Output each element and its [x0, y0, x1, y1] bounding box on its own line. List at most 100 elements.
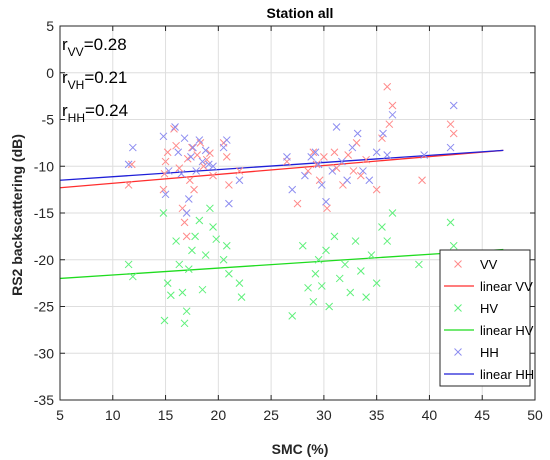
legend-box — [439, 249, 531, 387]
point-vv — [383, 82, 392, 91]
point-vv — [209, 171, 217, 180]
point-hh — [164, 167, 173, 175]
point-hh — [201, 146, 210, 155]
point-vv — [378, 134, 386, 143]
point-hh — [383, 151, 392, 159]
legend-entry-hv: HV — [454, 301, 498, 316]
point-hh — [177, 169, 186, 178]
legend-entry-linear-hh: linear HH — [444, 367, 534, 382]
legend-label: linear VV — [480, 279, 533, 294]
point-hv — [159, 209, 168, 217]
point-vv — [199, 162, 208, 171]
correlation-r-hh: rHH=0.24 — [62, 101, 128, 125]
point-hv — [182, 307, 191, 316]
correlation-r-vh: rVH=0.21 — [62, 68, 127, 92]
point-hv — [178, 288, 187, 297]
point-hh — [159, 132, 168, 141]
point-vv — [188, 143, 196, 152]
point-hv — [415, 260, 423, 269]
legend-label: HH — [480, 345, 499, 360]
point-hh — [128, 143, 137, 152]
point-hv — [124, 260, 133, 269]
x-tick-label: 10 — [105, 407, 121, 423]
point-hh — [365, 176, 374, 185]
point-vv — [202, 155, 211, 164]
point-hh — [219, 143, 228, 152]
point-hh — [171, 123, 179, 131]
y-tick-label: -15 — [34, 205, 54, 221]
series-hh — [124, 101, 458, 217]
y-tick-label: -30 — [34, 345, 54, 361]
point-hv — [311, 269, 320, 278]
correlation-annotations: rVV=0.28 rVH=0.21 rHH=0.24 — [62, 35, 128, 125]
point-vv — [309, 148, 318, 157]
legend-marker — [454, 260, 462, 268]
y-tick-label: -25 — [34, 299, 54, 315]
point-vv — [175, 164, 184, 172]
series-vv — [124, 82, 458, 241]
point-hh — [184, 195, 193, 203]
point-hv — [212, 235, 221, 244]
point-hh — [174, 148, 183, 157]
point-hh — [343, 176, 351, 185]
point-hh — [314, 160, 323, 169]
point-vv — [127, 160, 136, 169]
y-tick-label: 0 — [46, 65, 54, 81]
point-vv — [172, 141, 180, 150]
point-vv — [170, 124, 178, 133]
point-vv — [446, 120, 455, 129]
y-tick-label: -10 — [34, 158, 54, 174]
chart-title: Station all — [267, 5, 334, 21]
point-hv — [341, 260, 349, 269]
point-hh — [332, 123, 341, 131]
point-hv — [180, 319, 189, 328]
point-hh — [182, 209, 191, 217]
point-hv — [372, 279, 381, 287]
x-tick-label: 45 — [474, 407, 490, 423]
point-vv — [185, 176, 194, 185]
point-hv — [128, 272, 137, 281]
point-vv — [449, 129, 458, 138]
point-vv — [225, 181, 233, 189]
point-hh — [328, 167, 337, 175]
point-hv — [288, 311, 297, 320]
point-hh — [420, 151, 429, 159]
point-hh — [283, 153, 291, 161]
point-hv — [235, 279, 244, 287]
point-vv — [304, 167, 312, 175]
point-hv — [388, 209, 397, 217]
legend: VV linear VV HV linear HV HH linear HH — [439, 249, 534, 387]
x-tick-label: 40 — [422, 407, 438, 423]
y-tick-label: -35 — [34, 392, 54, 408]
point-hh — [288, 185, 297, 194]
point-hv — [330, 232, 339, 241]
point-hv — [222, 241, 231, 250]
x-tick-label: 50 — [527, 407, 543, 423]
point-vv — [362, 155, 370, 164]
point-hh — [161, 190, 170, 199]
point-hv — [184, 265, 193, 273]
point-hh — [222, 136, 231, 144]
linear-hh-line — [59, 149, 504, 181]
point-hh — [301, 171, 309, 180]
point-hv — [198, 285, 207, 294]
x-axis-label: SMC (%) — [272, 441, 329, 457]
point-hv — [362, 293, 370, 302]
x-tick-label: 35 — [369, 407, 385, 423]
point-hv — [225, 269, 233, 278]
legend-entry-linear-hv: linear HV — [444, 323, 534, 338]
linear-hv-line — [59, 248, 504, 280]
legend-entry-hh: HH — [454, 345, 499, 360]
point-vv — [206, 149, 214, 158]
point-hv — [160, 316, 169, 325]
point-hh — [124, 160, 133, 169]
legend-marker — [454, 348, 462, 356]
y-tick-label: -20 — [34, 252, 54, 268]
point-hh — [209, 162, 217, 171]
point-hv — [449, 241, 458, 250]
point-hv — [322, 246, 330, 255]
x-tick-label: 5 — [56, 407, 64, 423]
point-hh — [198, 157, 207, 166]
point-hv — [383, 237, 392, 245]
